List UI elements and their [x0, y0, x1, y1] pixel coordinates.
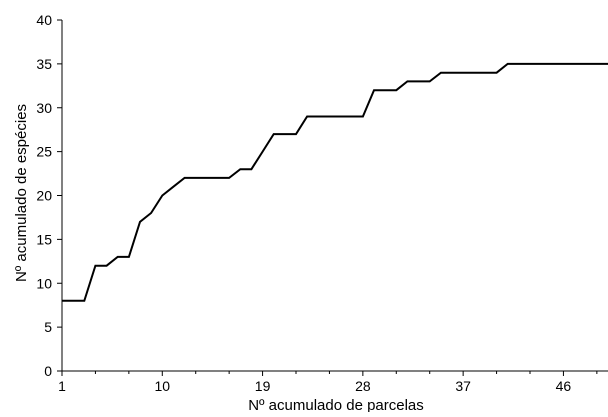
y-tick-label: 10 — [36, 275, 52, 291]
y-tick-label: 35 — [36, 56, 52, 72]
x-axis-title: Nº acumulado de parcelas — [248, 397, 424, 412]
x-tick-label: 10 — [154, 378, 170, 394]
x-axis-ticks: 1 10 19 28 37 46 — [58, 371, 598, 394]
series-layer — [62, 62, 608, 302]
y-axis-ticks: 0 5 10 15 20 25 30 35 40 — [36, 12, 62, 379]
y-tick-label: 5 — [44, 319, 52, 335]
x-tick-label: 37 — [455, 378, 471, 394]
axes — [61, 20, 608, 372]
x-tick-label: 19 — [255, 378, 271, 394]
series-line-1 — [62, 62, 608, 302]
y-tick-label: 20 — [36, 188, 52, 204]
x-tick-label: 46 — [556, 378, 572, 394]
y-axis-title: Nº acumulado de espécies — [13, 104, 30, 282]
y-tick-label: 0 — [44, 363, 52, 379]
y-tick-label: 30 — [36, 100, 52, 116]
x-tick-label: 28 — [355, 378, 371, 394]
y-tick-label: 40 — [36, 12, 52, 28]
x-tick-label: 1 — [58, 378, 66, 394]
y-tick-label: 25 — [36, 144, 52, 160]
y-tick-label: 15 — [36, 231, 52, 247]
